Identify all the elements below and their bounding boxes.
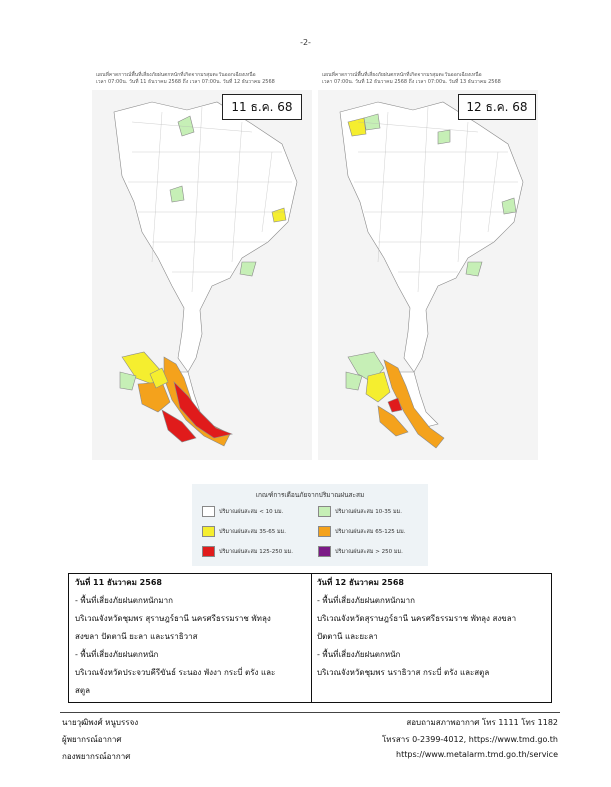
column-line: บริเวณจังหวัดประจวบคีรีขันธ์ ระนอง พังงา… (75, 668, 276, 677)
rainfall-legend: เกณฑ์การเตือนภัยจากปริมาณฝนสะสม ปริมาณฝน… (192, 484, 428, 566)
column-heading: วันที่ 11 ธันวาคม 2568 (75, 578, 162, 587)
column-line: สงขลา ปัตตานี ยะลา และนราธิวาส (75, 632, 198, 641)
legend-item: ปริมาณฝนสะสม 10-35 มม. (318, 506, 402, 517)
column-line: บริเวณจังหวัดสุราษฎร์ธานี นครศรีธรรมราช … (317, 614, 517, 623)
thailand-map-graphic (92, 90, 312, 460)
map-caption: แผนที่คาดการณ์พื้นที่เสี่ยงภัยฝนตกหนักที… (96, 72, 275, 86)
column-line: ปัตตานี และยะลา (317, 632, 378, 641)
division-name: กองพยากรณ์อากาศ (62, 752, 131, 761)
legend-swatch (202, 506, 215, 517)
forecast-column-dec-12: วันที่ 12 ธันวาคม 2568 - พื้นที่เสี่ยงภั… (317, 574, 549, 702)
map-caption-line2: เวลา 07:00น. วันที่ 11 ธันวาคม 2568 ถึง … (96, 79, 275, 85)
legend-swatch (318, 546, 331, 557)
date-label: 12 ธ.ค. 68 (458, 94, 536, 120)
rain-risk-map-dec-11: แผนที่คาดการณ์พื้นที่เสี่ยงภัยฝนตกหนักที… (92, 72, 312, 460)
column-heading: วันที่ 12 ธันวาคม 2568 (317, 578, 404, 587)
legend-label: ปริมาณฝนสะสม > 250 มม. (335, 548, 403, 555)
legend-label: ปริมาณฝนสะสม 65-125 มม. (335, 528, 406, 535)
legend-title: เกณฑ์การเตือนภัยจากปริมาณฝนสะสม (255, 491, 365, 499)
forecaster-position: ผู้พยากรณ์อากาศ (62, 735, 122, 744)
legend-label: ปริมาณฝนสะสม < 10 มม. (219, 508, 284, 515)
legend-item: ปริมาณฝนสะสม < 10 มม. (202, 506, 283, 517)
contact-phone: สอบถามสภาพอากาศ โทร 1111 โทร 1182 (406, 718, 558, 727)
service-url-link[interactable]: https://www.metalarm.tmd.go.th/service (396, 750, 558, 759)
legend-swatch (318, 526, 331, 537)
column-line: สตูล (75, 686, 90, 695)
contact-fax-website[interactable]: โทรสาร 0-2399-4012, https://www.tmd.go.t… (382, 735, 558, 744)
thailand-map-graphic (318, 90, 538, 460)
map-caption: แผนที่คาดการณ์พื้นที่เสี่ยงภัยฝนตกหนักที… (322, 72, 501, 86)
legend-label: ปริมาณฝนสะสม 10-35 มม. (335, 508, 403, 515)
legend-swatch (202, 526, 215, 537)
column-line: - พื้นที่เสี่ยงภัยฝนตกหนักมาก (75, 596, 174, 605)
footer-divider (60, 712, 560, 713)
legend-item: ปริมาณฝนสะสม 125-250 มม. (202, 546, 293, 557)
column-line: - พื้นที่เสี่ยงภัยฝนตกหนัก (317, 650, 401, 659)
map-caption-line2: เวลา 07:00น. วันที่ 12 ธันวาคม 2568 ถึง … (322, 79, 501, 85)
legend-item: ปริมาณฝนสะสม > 250 มม. (318, 546, 403, 557)
legend-item: ปริมาณฝนสะสม 65-125 มม. (318, 526, 406, 537)
column-line: บริเวณจังหวัดชุมพร นราธิวาส กระบี่ ตรัง … (317, 668, 490, 677)
legend-swatch (318, 506, 331, 517)
legend-swatch (202, 546, 215, 557)
legend-label: ปริมาณฝนสะสม 35-65 มม. (219, 528, 287, 535)
column-divider (311, 574, 312, 702)
column-line: - พื้นที่เสี่ยงภัยฝนตกหนัก (75, 650, 159, 659)
forecaster-name: นายวุฒิพงศ์ หนูบรรจง (62, 718, 139, 727)
column-line: บริเวณจังหวัดชุมพร สุราษฎร์ธานี นครศรีธร… (75, 614, 271, 623)
legend-item: ปริมาณฝนสะสม 35-65 มม. (202, 526, 286, 537)
map-caption-line1: แผนที่คาดการณ์พื้นที่เสี่ยงภัยฝนตกหนักที… (96, 72, 256, 78)
legend-label: ปริมาณฝนสะสม 125-250 มม. (219, 548, 294, 555)
rain-risk-map-dec-12: แผนที่คาดการณ์พื้นที่เสี่ยงภัยฝนตกหนักที… (318, 72, 538, 460)
page-number: -2- (300, 38, 311, 47)
map-caption-line1: แผนที่คาดการณ์พื้นที่เสี่ยงภัยฝนตกหนักที… (322, 72, 482, 78)
date-label: 11 ธ.ค. 68 (222, 94, 302, 120)
column-line: - พื้นที่เสี่ยงภัยฝนตกหนักมาก (317, 596, 416, 605)
forecast-column-dec-11: วันที่ 11 ธันวาคม 2568 - พื้นที่เสี่ยงภั… (75, 574, 307, 702)
forecast-table: วันที่ 11 ธันวาคม 2568 - พื้นที่เสี่ยงภั… (68, 573, 552, 703)
